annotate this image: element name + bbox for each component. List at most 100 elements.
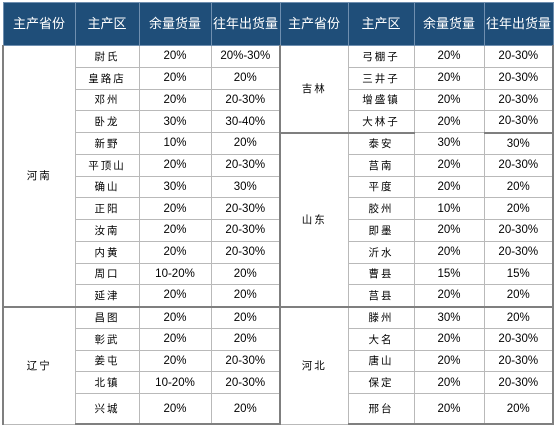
header-row: 主产省份 主产区 余量货量 往年出货量 主产省份 主产区 余量货量 往年出货量 [2, 2, 554, 46]
table-row: 北镇 10-20% 20-30% 保定 20% 20-30% [3, 371, 554, 394]
remaining-cell: 30% [138, 175, 212, 199]
table-row: 卧龙 30% 30-40% 大林子 20% 20-30% [3, 110, 554, 133]
last-year-cell: 30% [483, 131, 554, 155]
last-year-cell: 20-30% [210, 349, 281, 373]
region-cell: 彰武 [74, 327, 140, 351]
last-year-cell: 20% [210, 305, 281, 329]
last-year-cell: 20% [483, 175, 554, 199]
table-row: 延津 20% 20% 莒县 20% 20% [3, 284, 554, 307]
remaining-cell: 15% [413, 262, 485, 286]
remaining-cell: 20% [138, 197, 212, 220]
last-year-cell: 20% [483, 197, 554, 220]
region-cell: 延津 [74, 284, 140, 307]
last-year-cell: 20% [483, 305, 554, 329]
last-year-cell: 20-30% [210, 219, 281, 242]
remaining-cell: 20% [413, 88, 485, 112]
remaining-cell: 20% [138, 240, 212, 264]
last-year-cell: 20-30% [210, 371, 281, 394]
last-year-cell: 30% [210, 175, 281, 199]
remaining-cell: 20% [138, 349, 212, 373]
table-row: 皇路店 20% 20% 三井子 20% 20-30% [3, 66, 554, 90]
remaining-cell: 20% [138, 45, 212, 68]
remaining-cell: 20% [413, 349, 485, 373]
region-cell: 曹县 [347, 262, 415, 286]
region-cell: 北镇 [74, 371, 140, 394]
last-year-cell: 20% [210, 393, 281, 425]
remaining-cell: 20% [138, 327, 212, 351]
remaining-cell: 30% [413, 132, 485, 155]
remaining-cell: 20% [413, 45, 485, 68]
region-cell: 沂水 [347, 240, 415, 264]
header-region: 主产区 [74, 2, 140, 46]
table-row: 兴城 20% 20% 邢台 20% 20% [3, 393, 554, 425]
region-cell: 卧龙 [74, 110, 140, 133]
region-cell: 确山 [74, 175, 140, 199]
remaining-cell: 20% [413, 284, 485, 307]
last-year-cell: 20-30% [483, 45, 554, 68]
region-cell: 三井子 [347, 66, 415, 90]
last-year-cell: 20-30% [210, 153, 281, 177]
header-last-year: 往年出货量 [210, 2, 281, 46]
province-cell: 河北 [279, 305, 349, 425]
remaining-cell: 20% [413, 175, 485, 199]
last-year-cell: 20-30% [483, 327, 554, 351]
table-row: 确山 30% 30% 平度 20% 20% [3, 175, 554, 199]
region-cell: 唐山 [347, 349, 415, 373]
remaining-cell: 10% [413, 197, 485, 220]
last-year-cell: 20-30% [210, 88, 281, 112]
last-year-cell: 20-30% [483, 349, 554, 373]
table-row: 新野 10% 20% 山东 泰安 30% 30% [3, 131, 554, 307]
remaining-cell: 20% [413, 327, 485, 351]
last-year-cell: 20-30% [483, 153, 554, 177]
region-cell: 即墨 [347, 219, 415, 242]
table-row: 邓州 20% 20-30% 增盛镇 20% 20-30% [3, 88, 554, 112]
remaining-cell: 20% [138, 305, 212, 329]
remaining-cell: 20% [138, 66, 212, 90]
region-cell: 莒南 [347, 153, 415, 177]
header-province: 主产省份 [279, 2, 349, 46]
province-cell: 山东 [279, 131, 349, 307]
remaining-cell: 20% [413, 110, 485, 133]
remaining-cell: 20% [413, 66, 485, 90]
table-row: 姜屯 20% 20-30% 唐山 20% 20-30% [3, 349, 554, 373]
last-year-cell: 20% [210, 66, 281, 90]
remaining-cell: 10-20% [138, 371, 212, 394]
region-cell: 邢台 [347, 393, 415, 425]
remaining-cell: 20% [413, 240, 485, 264]
last-year-cell: 30-40% [210, 110, 281, 133]
remaining-cell: 20% [413, 153, 485, 177]
remaining-cell: 10-20% [138, 262, 212, 286]
remaining-cell: 20% [138, 153, 212, 177]
region-cell: 新野 [74, 132, 140, 155]
last-year-cell: 20% [483, 284, 554, 307]
region-cell: 莒县 [347, 284, 415, 307]
last-year-cell: 20-30% [483, 240, 554, 264]
header-province: 主产省份 [2, 2, 76, 46]
last-year-cell: 20-30% [483, 110, 554, 133]
table-row: 彰武 20% 20% 大名 20% 20-30% [3, 327, 554, 351]
table-body: 河南 尉氏 20% 20%-30% 吉林 弓棚子 20% 20-30% 皇路店 20% 20% 三井子… [2, 45, 554, 425]
table-row: 平顶山 20% 20-30% 莒南 20% 20-30% [3, 153, 554, 177]
remaining-cell: 20% [138, 88, 212, 112]
last-year-cell: 20% [210, 327, 281, 351]
region-cell: 正阳 [74, 197, 140, 220]
table-row: 汝南 20% 20-30% 即墨 20% 20-30% [3, 219, 554, 242]
last-year-cell: 20-30% [483, 88, 554, 112]
last-year-cell: 20-30% [483, 66, 554, 90]
remaining-cell: 20% [138, 393, 212, 425]
header-last-year: 往年出货量 [483, 2, 554, 46]
remaining-cell: 20% [413, 371, 485, 394]
last-year-cell: 20% [483, 393, 554, 425]
region-cell: 邓州 [74, 88, 140, 112]
last-year-cell: 15% [483, 262, 554, 286]
last-year-cell: 20-30% [210, 240, 281, 264]
region-cell: 内黄 [74, 240, 140, 264]
region-cell: 周口 [74, 262, 140, 286]
table-row: 周口 10-20% 20% 曹县 15% 15% [3, 262, 554, 286]
region-cell: 平顶山 [74, 153, 140, 177]
table-row: 辽宁 昌图 20% 20% 河北 滕州 30% 20% [2, 305, 554, 425]
remaining-cell: 20% [413, 393, 485, 425]
province-cell: 吉林 [279, 45, 349, 133]
remaining-cell: 30% [413, 305, 485, 329]
